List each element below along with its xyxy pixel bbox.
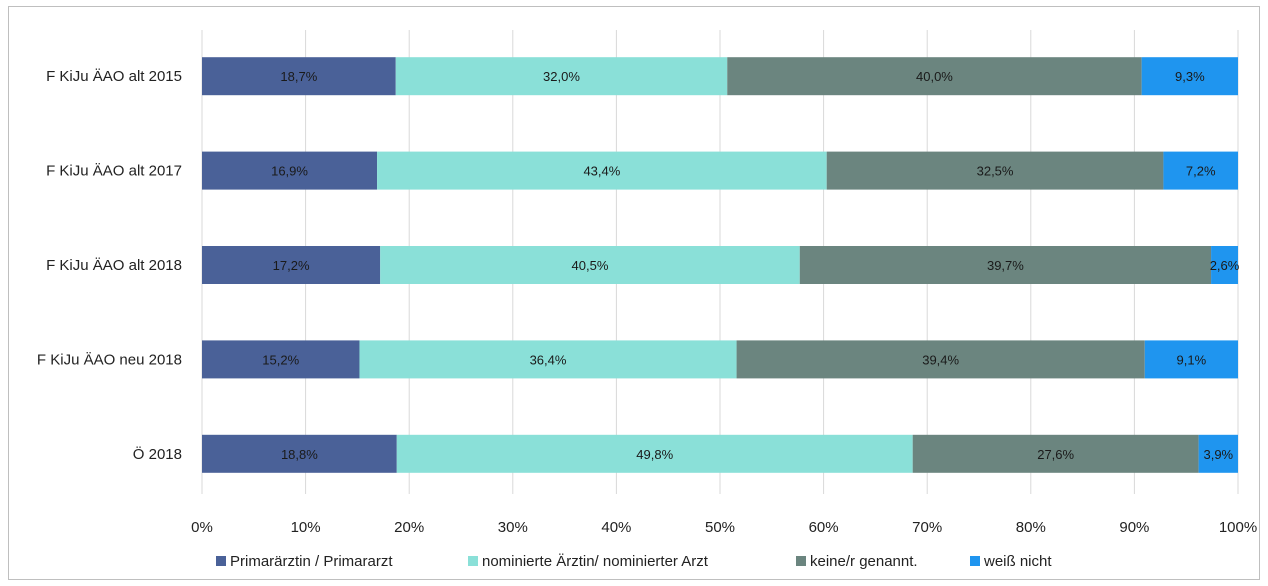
data-label: 27,6%	[1037, 447, 1074, 462]
legend-label: weiß nicht	[983, 553, 1052, 570]
data-label: 15,2%	[262, 352, 299, 367]
data-label: 32,0%	[543, 69, 580, 84]
bar-segment	[396, 434, 913, 473]
category-label: F KiJu ÄAO neu 2018	[37, 351, 182, 368]
bar-segment	[202, 57, 396, 96]
x-tick-label: 90%	[1119, 519, 1149, 536]
bar-segment	[202, 246, 381, 284]
bar-segment	[1141, 57, 1238, 96]
data-label: 18,8%	[281, 447, 318, 462]
legend-swatch	[970, 556, 980, 566]
category-label: F KiJu ÄAO alt 2015	[46, 68, 182, 85]
x-tick-label: 80%	[1016, 519, 1046, 536]
data-label: 40,0%	[916, 69, 953, 84]
bar-segment	[736, 340, 1145, 379]
data-label: 18,7%	[280, 69, 317, 84]
legend-swatch	[468, 556, 478, 566]
data-label: 40,5%	[572, 258, 609, 273]
legend-swatch	[796, 556, 806, 566]
data-label: 3,9%	[1203, 447, 1233, 462]
legend-swatch	[216, 556, 226, 566]
data-label: 43,4%	[583, 164, 620, 179]
bar-segment	[727, 57, 1142, 96]
bar-segment	[202, 340, 360, 379]
x-tick-label: 10%	[291, 519, 321, 536]
legend-label: keine/r genannt.	[810, 553, 918, 570]
data-label: 49,8%	[636, 447, 673, 462]
bar-segment	[202, 151, 378, 190]
x-tick-label: 60%	[809, 519, 839, 536]
bar-segment	[799, 246, 1212, 284]
x-tick-label: 20%	[394, 519, 424, 536]
data-label: 16,9%	[271, 164, 308, 179]
category-label: Ö 2018	[133, 445, 182, 463]
data-label: 9,1%	[1177, 352, 1207, 367]
data-label: 39,7%	[987, 258, 1024, 273]
bar-segment	[1144, 340, 1238, 379]
bar-segment	[1198, 434, 1238, 473]
data-label: 36,4%	[530, 352, 567, 367]
bar-segment	[1211, 246, 1238, 284]
x-tick-label: 40%	[601, 519, 631, 536]
bar-segment	[380, 246, 800, 284]
data-label: 7,2%	[1186, 164, 1216, 179]
bar-segment	[1163, 151, 1238, 190]
x-tick-label: 70%	[912, 519, 942, 536]
data-label: 32,5%	[977, 164, 1014, 179]
bar-segment	[202, 434, 397, 473]
data-label: 9,3%	[1175, 69, 1205, 84]
data-label: 17,2%	[273, 258, 310, 273]
bar-segment	[395, 57, 728, 96]
data-label: 2,6%	[1210, 258, 1240, 273]
data-label: 39,4%	[922, 352, 959, 367]
legend-label: nominierte Ärztin/ nominierter Arzt	[482, 553, 709, 570]
x-tick-label: 30%	[498, 519, 528, 536]
bar-segment	[826, 151, 1164, 190]
chart-frame	[8, 6, 1260, 580]
x-tick-label: 0%	[191, 519, 213, 536]
x-tick-label: 50%	[705, 519, 735, 536]
category-label: F KiJu ÄAO alt 2017	[46, 163, 182, 180]
category-label: F KiJu ÄAO alt 2018	[46, 257, 182, 274]
x-tick-label: 100%	[1219, 519, 1257, 536]
bar-segment	[359, 340, 737, 379]
bar-segment	[377, 151, 827, 190]
legend-label: Primarärztin / Primararzt	[230, 553, 393, 570]
bar-segment	[912, 434, 1199, 473]
